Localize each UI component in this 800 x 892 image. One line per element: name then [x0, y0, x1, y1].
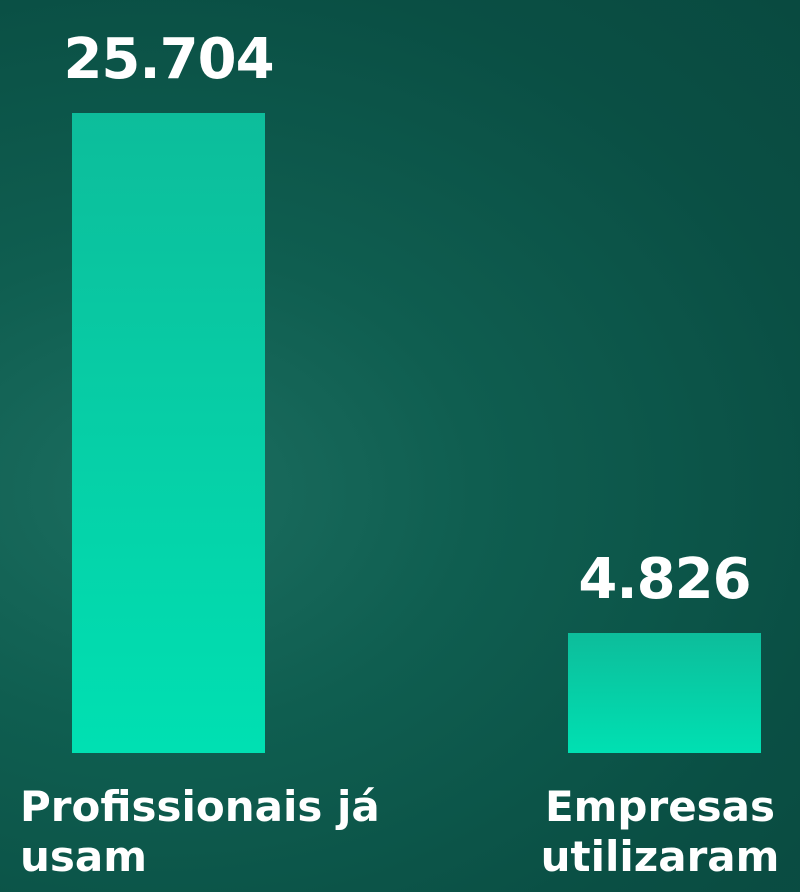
category-label: Profissionais já usam	[20, 782, 380, 881]
value-label: 4.826	[578, 546, 751, 612]
category-label: Empresas utilizaram	[540, 782, 780, 881]
bar	[568, 632, 761, 753]
value-label: 25.704	[63, 27, 274, 92]
bar	[72, 113, 265, 753]
